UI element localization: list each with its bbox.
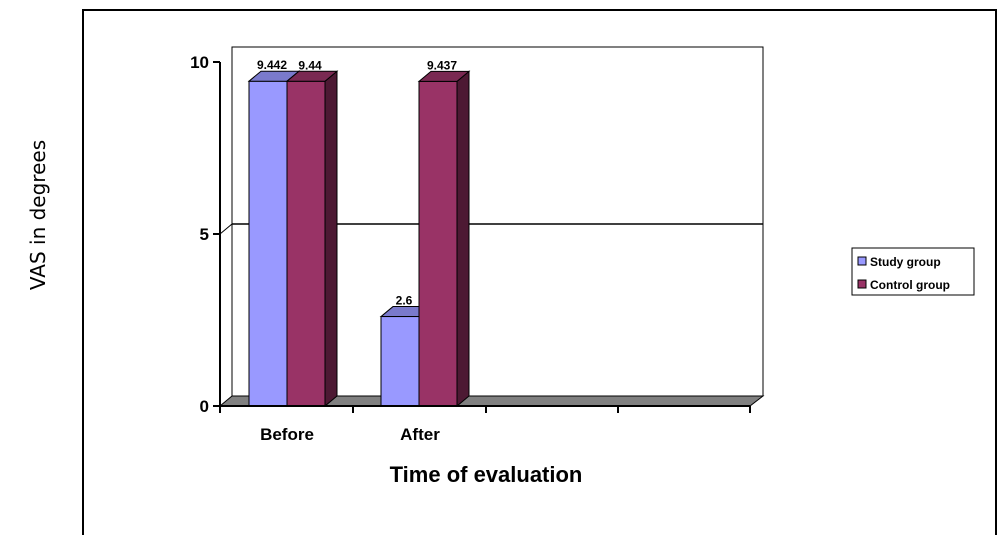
data-labels: 9.442 9.44 2.6 9.437 [257, 58, 457, 307]
x-axis-title: Time of evaluation [390, 462, 583, 487]
data-label: 9.442 [257, 58, 287, 72]
bar-side-control-before [324, 70, 338, 408]
y-tick-label: 0 [200, 397, 209, 416]
bar-control-before [286, 80, 326, 407]
bar-control-after [418, 80, 458, 407]
y-tick-label: 5 [200, 225, 209, 244]
legend-swatch-control-group [857, 279, 867, 289]
bar-study-after [380, 316, 420, 407]
data-label: 2.6 [396, 294, 413, 308]
data-label: 9.44 [298, 58, 322, 72]
y-tick-label: 10 [190, 53, 209, 72]
bar-side-control-after [456, 70, 470, 408]
x-tick-label: After [400, 425, 440, 444]
bar-study-before [248, 80, 288, 407]
bar-top-control-after [417, 70, 471, 82]
x-tick-label: Before [260, 425, 314, 444]
bar-marks [247, 70, 471, 408]
legend-box [851, 247, 975, 296]
legend-label-control-group: Control group [870, 278, 950, 292]
legend: Study group Control group [851, 247, 975, 296]
bar-top-control-before [285, 70, 339, 82]
chart-frame [82, 9, 997, 535]
data-label: 9.437 [427, 58, 457, 72]
gridline-side [219, 223, 233, 235]
legend-swatch-study-group [857, 256, 867, 266]
legend-label-study-group: Study group [870, 255, 941, 269]
axes: 0 5 10 Before After [190, 53, 751, 444]
y-axis-title: VAS in degrees [26, 140, 50, 290]
